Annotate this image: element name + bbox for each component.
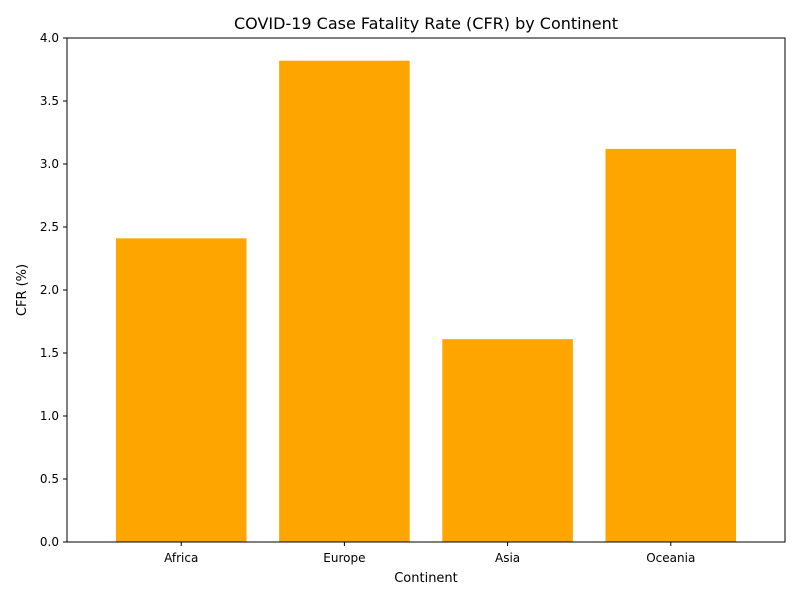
y-tick-label: 0.5 <box>40 472 59 486</box>
y-tick-label: 1.0 <box>40 409 59 423</box>
bar-africa <box>115 238 247 542</box>
y-tick-label: 3.0 <box>40 157 59 171</box>
chart-title: COVID-19 Case Fatality Rate (CFR) by Con… <box>234 14 618 33</box>
y-axis: 0.0 0.5 1.0 1.5 2.0 2.5 3.0 3.5 4.0 <box>40 31 67 549</box>
y-tick-label: 0.0 <box>40 535 59 549</box>
bar-oceania <box>605 148 737 542</box>
x-tick-label: Asia <box>495 551 520 565</box>
y-tick-label: 3.5 <box>40 94 59 108</box>
x-tick-label: Africa <box>164 551 198 565</box>
y-tick-label: 4.0 <box>40 31 59 45</box>
y-tick-label: 1.5 <box>40 346 59 360</box>
plot-frame <box>66 37 786 543</box>
y-tick-label: 2.0 <box>40 283 59 297</box>
bar-asia <box>442 339 573 542</box>
bars-group <box>115 60 737 543</box>
y-axis-label: CFR (%) <box>15 264 30 316</box>
x-axis-label: Continent <box>394 571 458 586</box>
y-tick-label: 2.5 <box>40 220 59 234</box>
x-tick-label: Europe <box>323 551 365 565</box>
bar-europe <box>279 60 410 543</box>
x-axis: Africa Europe Asia Oceania <box>164 542 695 565</box>
x-tick-label: Oceania <box>646 551 695 565</box>
